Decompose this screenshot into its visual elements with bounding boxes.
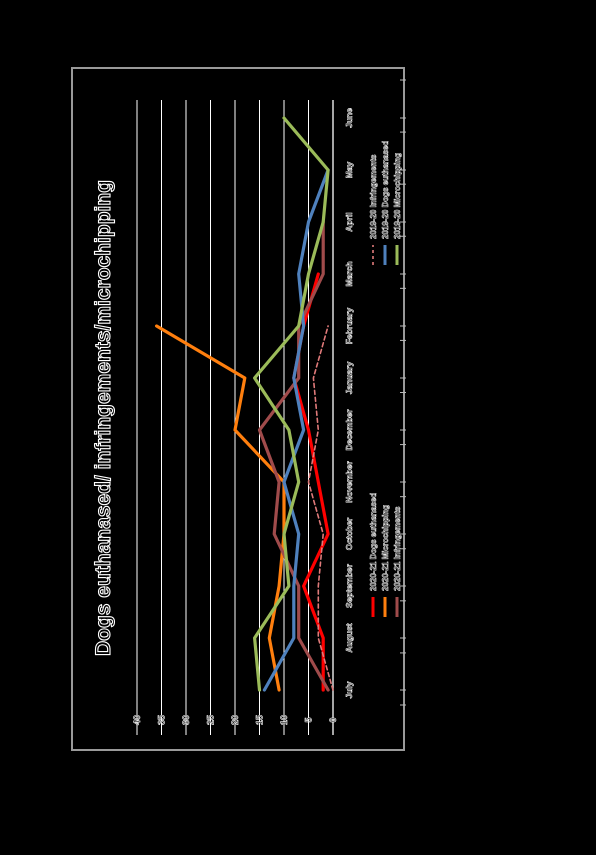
y-tick-label: 15 <box>255 715 265 725</box>
y-tick-label: 5 <box>304 717 314 722</box>
gridlines <box>136 100 309 735</box>
legend-label: 2019-20 Dogs euthanased <box>381 141 390 239</box>
x-tick-label: January <box>344 361 354 394</box>
x-tick-label: June <box>344 108 354 128</box>
x-tick-label: October <box>344 517 354 550</box>
chart-title: Dogs euthanased/ infringements/microchip… <box>92 180 115 656</box>
x-tick-label: February <box>344 308 354 345</box>
y-tick-label: 0 <box>328 717 338 722</box>
legend-label: 2019-20 Microchipping <box>393 153 402 239</box>
y-tick-label: 35 <box>157 715 167 725</box>
y-tick-label: 10 <box>279 715 289 725</box>
y-tick-label: 40 <box>132 715 142 725</box>
y-tick-label: 30 <box>181 715 191 725</box>
x-tick-label: May <box>344 161 354 178</box>
x-tick-label: September <box>344 563 354 608</box>
x-tick-label: November <box>344 461 354 503</box>
x-tick-label: December <box>344 409 354 451</box>
legend: 2020-21 Dogs euthanased 2019-20 Infringem… <box>369 140 402 617</box>
x-tick-label: March <box>344 261 354 286</box>
x-tick-label: July <box>344 681 354 698</box>
series-line-4 <box>307 325 334 691</box>
legend-label: 2020-21 Infringements <box>393 506 402 591</box>
tick-labels: 0 5 10 15 20 25 30 35 40 July August September Octob… <box>132 79 406 725</box>
legend-label: 2019-20 Infringements <box>369 154 378 239</box>
x-tick-label: August <box>344 623 354 652</box>
series-line-6 <box>253 116 330 692</box>
x-tick-label: April <box>344 212 354 231</box>
series-line-2 <box>155 324 286 692</box>
series-lines <box>155 116 334 692</box>
series-line-5 <box>262 168 330 692</box>
legend-label: 2020-21 Microchipping <box>381 505 390 591</box>
y-tick-label: 20 <box>230 715 240 725</box>
y-tick-label: 25 <box>206 715 216 725</box>
legend-label: 2020-21 Dogs euthanased <box>369 493 378 591</box>
